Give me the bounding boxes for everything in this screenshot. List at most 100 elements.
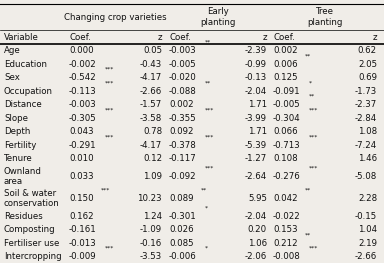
Text: z: z: [263, 33, 267, 42]
Text: -0.304: -0.304: [273, 114, 301, 123]
Text: 2.28: 2.28: [358, 194, 377, 203]
Text: 0.12: 0.12: [143, 154, 162, 163]
Text: -2.66: -2.66: [355, 252, 377, 261]
Text: -1.73: -1.73: [355, 87, 377, 96]
Text: 0.000: 0.000: [69, 46, 94, 55]
Text: ***: ***: [105, 134, 114, 139]
Text: 0.05: 0.05: [143, 46, 162, 55]
Text: -3.53: -3.53: [140, 252, 162, 261]
Text: *: *: [205, 205, 208, 210]
Text: 1.06: 1.06: [248, 239, 267, 248]
Text: -2.64: -2.64: [245, 172, 267, 181]
Text: 0.69: 0.69: [358, 73, 377, 82]
Text: Changing crop varieties: Changing crop varieties: [64, 13, 167, 22]
Text: Intercropping: Intercropping: [4, 252, 61, 261]
Text: -2.06: -2.06: [245, 252, 267, 261]
Text: **: **: [305, 232, 311, 237]
Text: Soil & water
conservation: Soil & water conservation: [4, 189, 60, 208]
Text: Variable: Variable: [4, 33, 39, 42]
Text: 0.043: 0.043: [69, 127, 94, 136]
Text: -0.43: -0.43: [140, 60, 162, 69]
Text: **: **: [305, 53, 311, 58]
Text: **: **: [205, 80, 211, 85]
Text: ***: ***: [205, 134, 214, 139]
Text: -0.15: -0.15: [355, 212, 377, 221]
Text: -0.276: -0.276: [273, 172, 301, 181]
Text: Residues: Residues: [4, 212, 43, 221]
Text: 0.212: 0.212: [273, 239, 298, 248]
Text: -2.66: -2.66: [140, 87, 162, 96]
Text: -0.005: -0.005: [273, 100, 301, 109]
Text: -0.005: -0.005: [169, 60, 197, 69]
Text: -5.08: -5.08: [355, 172, 377, 181]
Text: 0.033: 0.033: [69, 172, 94, 181]
Text: -0.002: -0.002: [69, 60, 97, 69]
Text: -0.713: -0.713: [273, 141, 301, 150]
Text: 0.162: 0.162: [69, 212, 94, 221]
Text: -0.117: -0.117: [169, 154, 197, 163]
Text: ***: ***: [205, 166, 214, 171]
Text: -4.17: -4.17: [140, 141, 162, 150]
Text: 0.026: 0.026: [169, 225, 194, 234]
Text: 2.19: 2.19: [358, 239, 377, 248]
Text: 0.006: 0.006: [273, 60, 298, 69]
Text: ***: ***: [105, 67, 114, 72]
Text: -0.291: -0.291: [69, 141, 97, 150]
Text: 0.066: 0.066: [273, 127, 298, 136]
Text: Tree
planting: Tree planting: [307, 7, 343, 27]
Text: -1.27: -1.27: [245, 154, 267, 163]
Text: **: **: [200, 188, 207, 193]
Text: -0.542: -0.542: [69, 73, 97, 82]
Text: ***: ***: [105, 107, 114, 112]
Text: -2.39: -2.39: [245, 46, 267, 55]
Text: Early
planting: Early planting: [200, 7, 236, 27]
Text: 1.04: 1.04: [358, 225, 377, 234]
Text: -0.022: -0.022: [273, 212, 301, 221]
Text: -3.99: -3.99: [245, 114, 267, 123]
Text: -0.305: -0.305: [69, 114, 97, 123]
Text: -2.84: -2.84: [355, 114, 377, 123]
Text: -0.99: -0.99: [245, 60, 267, 69]
Text: 0.042: 0.042: [273, 194, 298, 203]
Text: 0.002: 0.002: [169, 100, 194, 109]
Text: -4.17: -4.17: [140, 73, 162, 82]
Text: z: z: [157, 33, 162, 42]
Text: Occupation: Occupation: [4, 87, 53, 96]
Text: 0.78: 0.78: [143, 127, 162, 136]
Text: -1.57: -1.57: [140, 100, 162, 109]
Text: -0.113: -0.113: [69, 87, 97, 96]
Text: 1.24: 1.24: [143, 212, 162, 221]
Text: -3.58: -3.58: [140, 114, 162, 123]
Text: -1.09: -1.09: [140, 225, 162, 234]
Text: ***: ***: [101, 188, 110, 193]
Text: -0.13: -0.13: [245, 73, 267, 82]
Text: Tenure: Tenure: [4, 154, 33, 163]
Text: -0.003: -0.003: [69, 100, 97, 109]
Text: -0.020: -0.020: [169, 73, 197, 82]
Text: **: **: [309, 94, 315, 99]
Text: -2.04: -2.04: [245, 87, 267, 96]
Text: 0.62: 0.62: [358, 46, 377, 55]
Text: -0.161: -0.161: [69, 225, 97, 234]
Text: -0.092: -0.092: [169, 172, 197, 181]
Text: ***: ***: [105, 246, 114, 251]
Text: 0.085: 0.085: [169, 239, 194, 248]
Text: -0.013: -0.013: [69, 239, 97, 248]
Text: ***: ***: [105, 80, 114, 85]
Text: **: **: [205, 40, 211, 45]
Text: 0.153: 0.153: [273, 225, 298, 234]
Text: -0.301: -0.301: [169, 212, 197, 221]
Text: z: z: [372, 33, 377, 42]
Text: Age: Age: [4, 46, 21, 55]
Text: -5.39: -5.39: [245, 141, 267, 150]
Text: 1.71: 1.71: [248, 100, 267, 109]
Text: Sex: Sex: [4, 73, 20, 82]
Text: 0.20: 0.20: [248, 225, 267, 234]
Text: -0.378: -0.378: [169, 141, 197, 150]
Text: Distance: Distance: [4, 100, 42, 109]
Text: 0.002: 0.002: [273, 46, 298, 55]
Text: *: *: [205, 246, 208, 251]
Text: Coef.: Coef.: [273, 33, 295, 42]
Text: ***: ***: [309, 166, 318, 171]
Text: ***: ***: [309, 246, 318, 251]
